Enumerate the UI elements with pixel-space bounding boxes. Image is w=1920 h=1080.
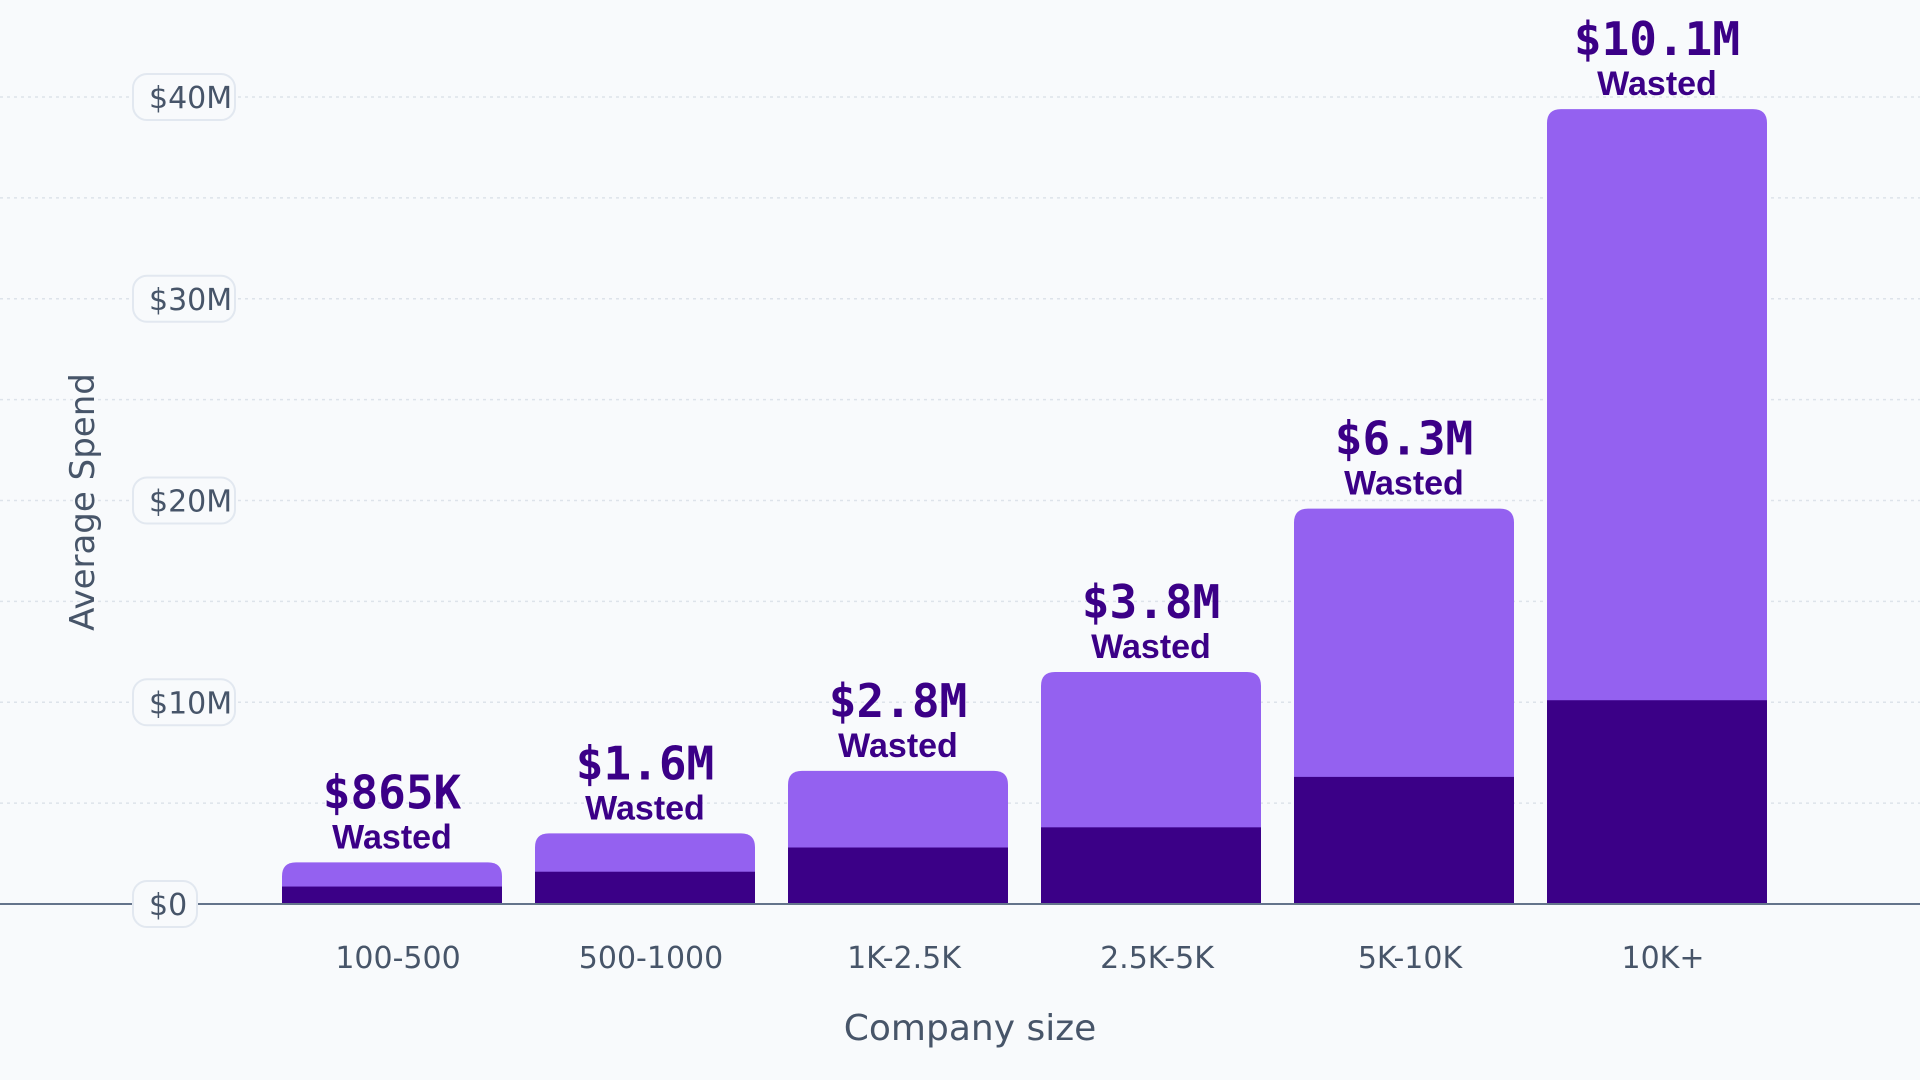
bar-wasted-segment [1041, 827, 1261, 904]
x-tick-label: 1K-2.5K [847, 941, 962, 976]
y-tick-pill [132, 73, 236, 121]
x-tick-label: 500-1000 [579, 941, 723, 976]
data-label-note: Wasted [1344, 465, 1464, 503]
bars [282, 109, 1767, 905]
y-tick: $10M [132, 678, 236, 727]
y-tick: $20M [132, 476, 236, 525]
y-tick-pill [132, 476, 236, 525]
x-tick-label: 100-500 [335, 941, 460, 976]
bar-wasted-segment [788, 847, 1008, 904]
data-label-value: $1.6M [576, 736, 714, 790]
data-label-value: $3.8M [1082, 575, 1220, 629]
y-axis-label: Average Spend [63, 373, 103, 631]
y-axis-ticks: $0 $10M $20M $30M $40M [132, 73, 236, 928]
y-tick-label: $40M [149, 81, 232, 116]
y-tick-pill [132, 880, 198, 928]
y-tick: $30M [132, 274, 236, 323]
data-label-note: Wasted [838, 727, 958, 765]
data-label-value: $6.3M [1335, 412, 1473, 466]
x-axis-categories: 100-500 500-1000 1K-2.5K 2.5K-5K 5K-10K 10K+ [335, 941, 1704, 976]
y-tick-label: $0 [149, 888, 187, 923]
bar-wasted-segment [282, 886, 502, 904]
y-tick: $40M [132, 73, 236, 121]
data-label-note: Wasted [1091, 628, 1211, 666]
y-tick: $0 [132, 880, 198, 928]
y-tick-label: $30M [149, 283, 232, 318]
data-label-note: Wasted [332, 818, 452, 856]
data-labels: $865KWasted$1.6MWasted$2.8MWasted$3.8MWa… [323, 12, 1740, 856]
data-label-value: $10.1M [1574, 12, 1740, 66]
bar-wasted-segment [1547, 700, 1767, 904]
data-label-value: $865K [323, 765, 462, 819]
y-tick-pill [132, 274, 236, 323]
x-axis-label: Company size [844, 1008, 1097, 1049]
y-tick-label: $20M [149, 485, 232, 520]
bar-wasted-segment [1294, 776, 1514, 904]
x-tick-label: 10K+ [1622, 941, 1705, 976]
y-tick-pill [132, 678, 236, 727]
x-tick-label: 2.5K-5K [1100, 941, 1215, 976]
data-label-note: Wasted [585, 789, 705, 827]
y-tick-label: $10M [149, 686, 232, 721]
data-label-value: $2.8M [829, 674, 967, 728]
bar-wasted-segment [535, 871, 755, 904]
x-tick-label: 5K-10K [1358, 941, 1464, 976]
data-label-note: Wasted [1597, 65, 1717, 103]
